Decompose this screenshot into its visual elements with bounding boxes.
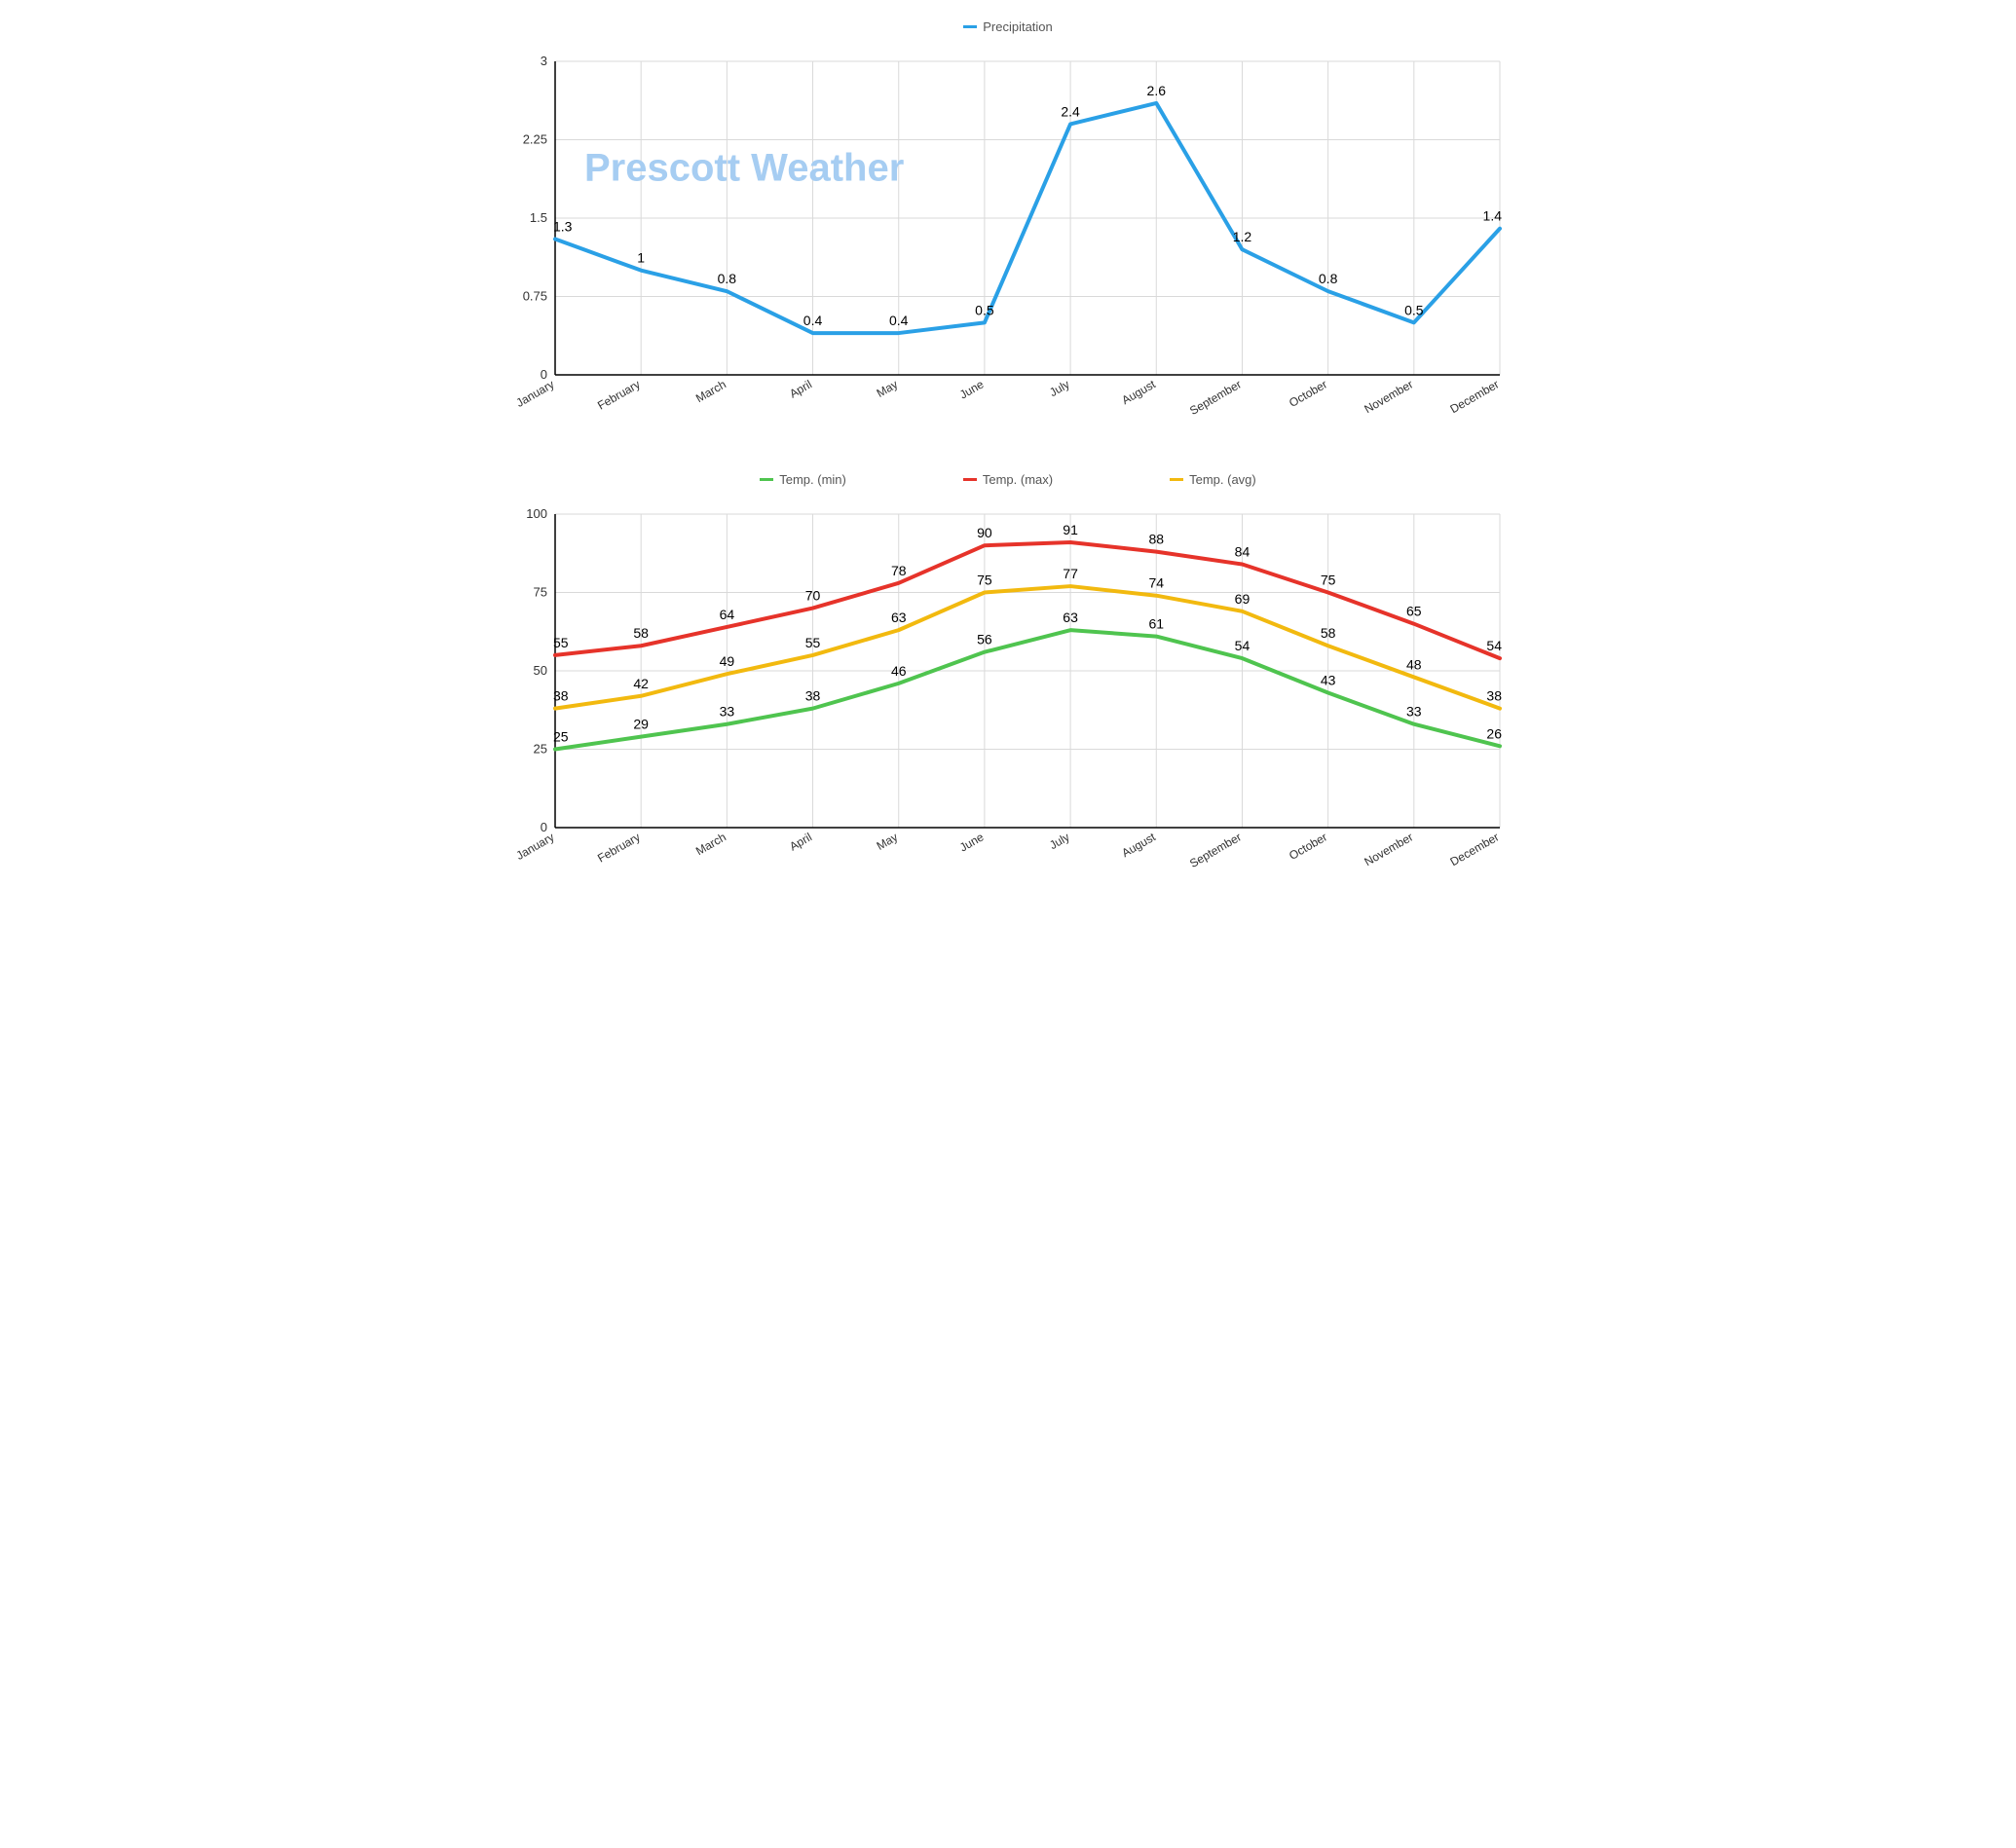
svg-text:February: February (595, 830, 643, 865)
svg-text:25: 25 (553, 729, 569, 745)
svg-text:October: October (1287, 830, 1329, 862)
legend-swatch-icon (1170, 478, 1183, 481)
svg-text:0.5: 0.5 (1404, 302, 1424, 317)
svg-text:June: June (957, 830, 987, 854)
svg-text:38: 38 (805, 688, 821, 704)
svg-text:0.5: 0.5 (975, 302, 994, 317)
svg-text:March: March (693, 377, 728, 405)
svg-text:58: 58 (633, 625, 649, 641)
svg-text:33: 33 (1406, 704, 1422, 720)
charts-wrapper: Precipitation 00.751.52.253JanuaryFebrua… (506, 19, 1510, 886)
svg-text:November: November (1362, 830, 1415, 869)
svg-text:April: April (787, 377, 814, 400)
svg-text:65: 65 (1406, 604, 1422, 619)
svg-text:61: 61 (1148, 616, 1164, 632)
svg-text:June: June (957, 377, 987, 401)
legend-swatch-icon (963, 478, 977, 481)
svg-text:75: 75 (1321, 573, 1336, 588)
svg-text:0.75: 0.75 (523, 289, 547, 304)
svg-text:0.4: 0.4 (803, 313, 823, 328)
legend-item-tmin: Temp. (min) (760, 472, 846, 487)
svg-text:0.8: 0.8 (1319, 271, 1338, 286)
legend-item-precip: Precipitation (963, 19, 1053, 34)
svg-text:38: 38 (553, 688, 569, 704)
svg-text:77: 77 (1063, 566, 1078, 581)
svg-text:Prescott Weather: Prescott Weather (584, 146, 904, 189)
svg-text:2.4: 2.4 (1061, 103, 1080, 119)
svg-text:August: August (1119, 830, 1158, 860)
svg-text:29: 29 (633, 717, 649, 732)
svg-text:64: 64 (720, 607, 735, 622)
legend-label: Precipitation (983, 19, 1053, 34)
svg-text:0.4: 0.4 (889, 313, 909, 328)
temp-legend: Temp. (min) Temp. (max) Temp. (avg) (506, 472, 1510, 487)
svg-text:July: July (1047, 377, 1071, 399)
svg-text:90: 90 (977, 525, 992, 540)
svg-text:55: 55 (805, 635, 821, 650)
svg-text:May: May (875, 377, 901, 399)
svg-text:August: August (1119, 377, 1158, 407)
svg-text:33: 33 (720, 704, 735, 720)
svg-text:1.5: 1.5 (530, 210, 547, 225)
svg-text:February: February (595, 377, 643, 412)
svg-text:2.25: 2.25 (523, 132, 547, 147)
svg-text:1.2: 1.2 (1233, 229, 1252, 244)
svg-text:58: 58 (1321, 625, 1336, 641)
svg-text:September: September (1187, 830, 1244, 869)
svg-text:46: 46 (891, 663, 907, 679)
svg-text:75: 75 (534, 585, 547, 600)
svg-text:July: July (1047, 830, 1071, 852)
svg-text:September: September (1187, 377, 1244, 417)
svg-text:March: March (693, 830, 728, 858)
svg-text:1.3: 1.3 (553, 218, 573, 234)
svg-text:42: 42 (633, 676, 649, 691)
svg-text:48: 48 (1406, 656, 1422, 672)
svg-text:88: 88 (1148, 532, 1164, 547)
svg-text:63: 63 (1063, 610, 1078, 625)
legend-label: Temp. (max) (983, 472, 1053, 487)
svg-text:April: April (787, 830, 814, 853)
svg-text:January: January (514, 830, 557, 862)
svg-text:84: 84 (1235, 544, 1251, 560)
temp-chart: 0255075100JanuaryFebruaryMarchAprilMayJu… (506, 497, 1510, 886)
svg-text:100: 100 (526, 506, 547, 521)
svg-text:50: 50 (534, 663, 547, 678)
legend-item-tavg: Temp. (avg) (1170, 472, 1256, 487)
svg-text:3: 3 (541, 54, 547, 68)
svg-text:October: October (1287, 377, 1329, 409)
svg-text:74: 74 (1148, 575, 1164, 591)
svg-text:0.8: 0.8 (718, 271, 737, 286)
svg-text:May: May (875, 830, 901, 852)
svg-text:26: 26 (1486, 725, 1502, 741)
svg-text:43: 43 (1321, 673, 1336, 688)
svg-text:January: January (514, 377, 557, 409)
legend-item-tmax: Temp. (max) (963, 472, 1053, 487)
svg-text:25: 25 (534, 742, 547, 757)
svg-text:2.6: 2.6 (1147, 83, 1167, 98)
legend-label: Temp. (min) (779, 472, 846, 487)
precip-chart: 00.751.52.253JanuaryFebruaryMarchAprilMa… (506, 44, 1510, 433)
precip-legend: Precipitation (506, 19, 1510, 34)
svg-text:55: 55 (553, 635, 569, 650)
svg-text:54: 54 (1486, 638, 1502, 653)
svg-text:69: 69 (1235, 591, 1251, 607)
svg-text:49: 49 (720, 653, 735, 669)
svg-text:70: 70 (805, 588, 821, 604)
svg-text:1: 1 (637, 250, 645, 266)
svg-text:December: December (1448, 377, 1502, 416)
svg-text:November: November (1362, 377, 1415, 416)
svg-text:December: December (1448, 830, 1502, 869)
svg-text:78: 78 (891, 563, 907, 578)
svg-text:75: 75 (977, 573, 992, 588)
legend-label: Temp. (avg) (1189, 472, 1256, 487)
svg-text:63: 63 (891, 610, 907, 625)
svg-text:56: 56 (977, 632, 992, 647)
svg-text:1.4: 1.4 (1483, 208, 1503, 224)
legend-swatch-icon (760, 478, 773, 481)
svg-text:54: 54 (1235, 638, 1251, 653)
svg-text:38: 38 (1486, 688, 1502, 704)
legend-swatch-icon (963, 25, 977, 28)
svg-text:91: 91 (1063, 522, 1078, 537)
